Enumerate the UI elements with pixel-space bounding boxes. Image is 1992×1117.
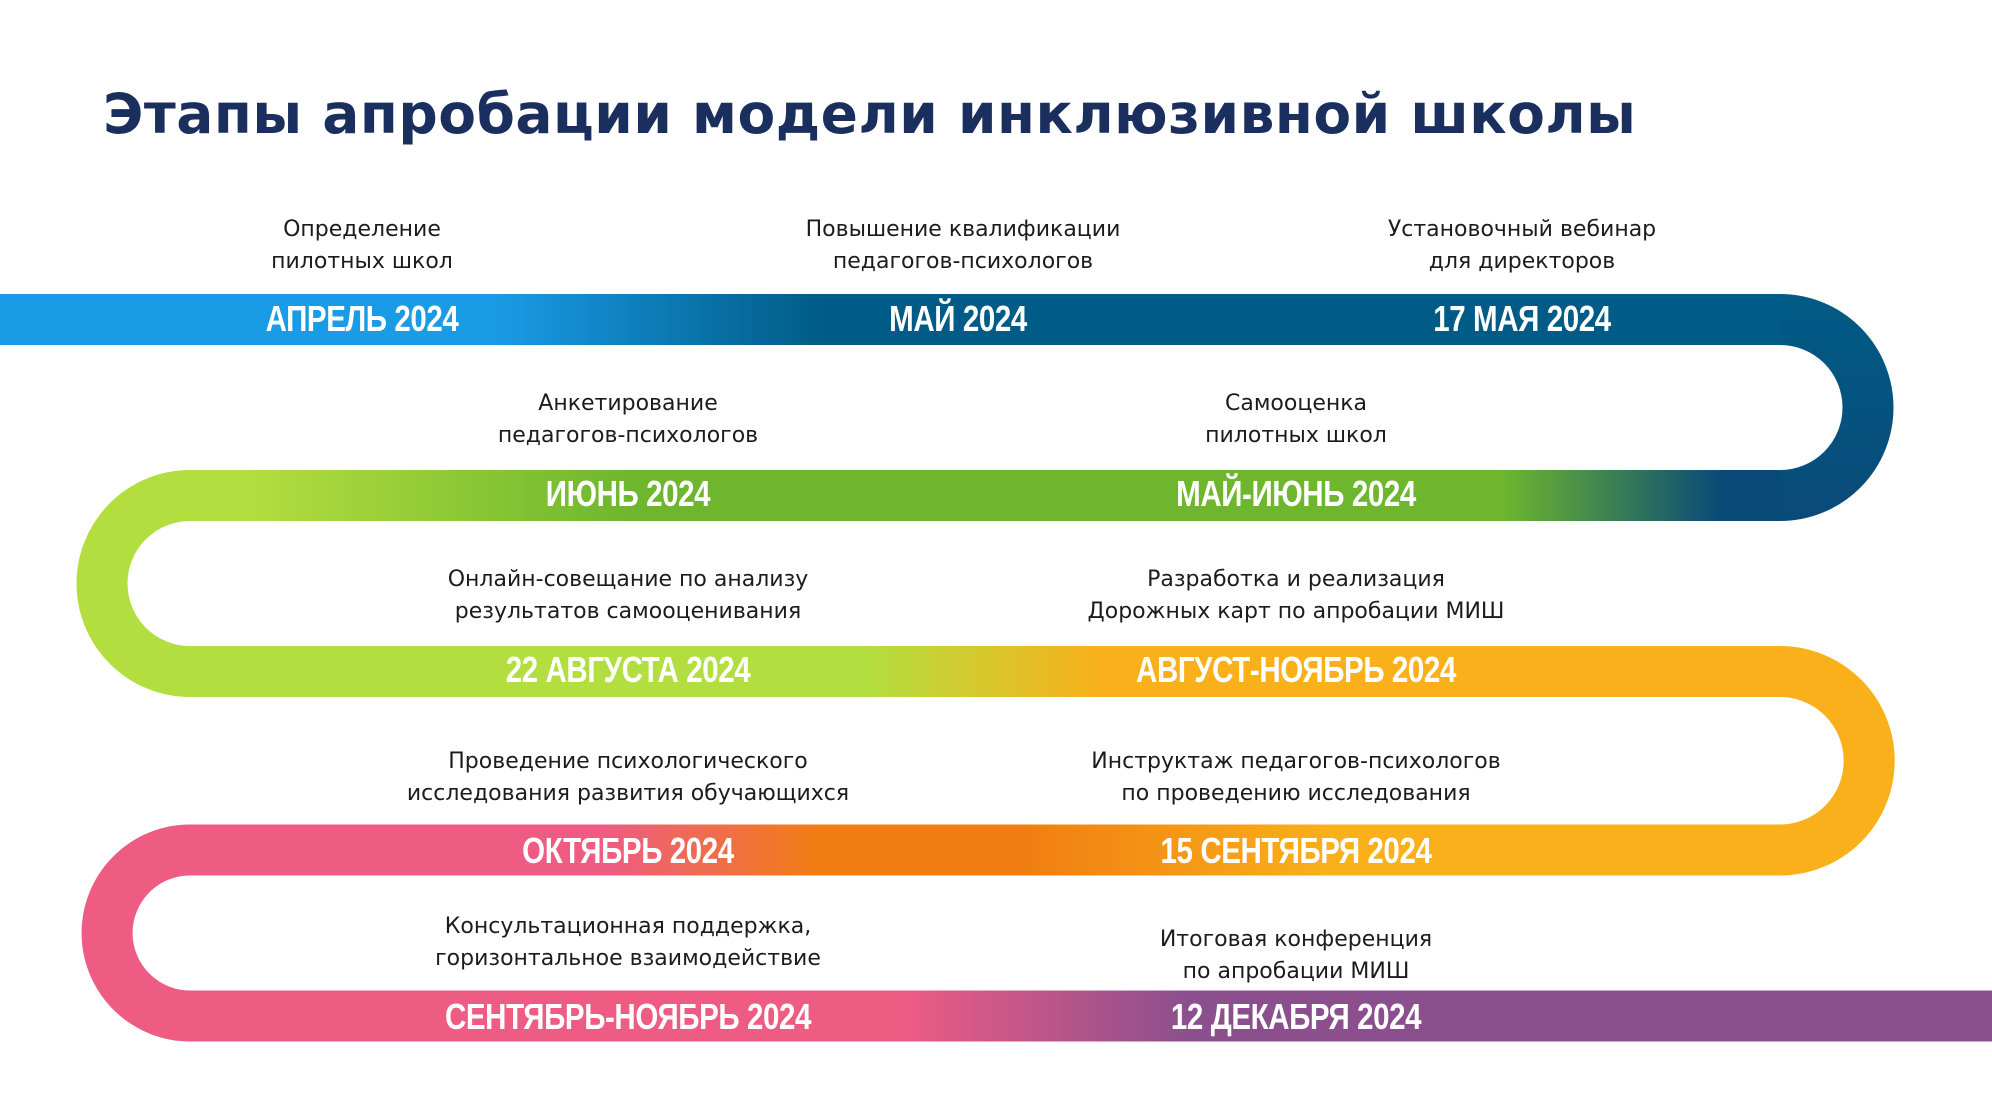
ribbon-turn-2 — [76, 470, 191, 697]
stage-6-date: 22 АВГУСТА 2024 — [505, 649, 751, 690]
stage-4-description: Самооценка пилотных школ — [1205, 391, 1387, 448]
stage-7-description: Разработка и реализация Дорожных карт по… — [1087, 567, 1505, 624]
stage-9-description: Проведение психологического исследования… — [406, 749, 850, 806]
ribbon-turn-1 — [1779, 294, 1894, 521]
stage-3-date: 17 МАЯ 2024 — [1433, 298, 1611, 339]
ribbon-turn-4 — [81, 824, 191, 1042]
page-title: Этапы апробации модели инклюзивной школы — [103, 82, 1637, 146]
stage-9-date: ОКТЯБРЬ 2024 — [522, 830, 734, 871]
stage-8-description: Инструктаж педагогов-психологов по прове… — [1091, 749, 1501, 806]
stage-1-date: АПРЕЛЬ 2024 — [265, 298, 459, 339]
stage-10-description: Консультационная поддержка, горизонтальн… — [435, 914, 821, 971]
stage-5-description: Анкетирование педагогов-психологов — [497, 391, 759, 448]
stage-6-description: Онлайн-совещание по анализу результатов … — [447, 567, 809, 624]
stage-4-date: МАЙ-ИЮНЬ 2024 — [1176, 473, 1416, 514]
stage-3-description: Установочный вебинар для директоров — [1387, 217, 1657, 274]
stage-10-date: СЕНТЯБРЬ-НОЯБРЬ 2024 — [444, 996, 812, 1037]
stage-1-description: Определение пилотных школ — [271, 217, 453, 274]
stage-2-description: Повышение квалификации педагогов-психоло… — [805, 217, 1121, 274]
ribbon-turn-3 — [1779, 646, 1895, 876]
stage-7-date: АВГУСТ-НОЯБРЬ 2024 — [1136, 649, 1456, 690]
stage-11-date: 12 ДЕКАБРЯ 2024 — [1170, 996, 1422, 1037]
stage-2-date: МАЙ 2024 — [889, 298, 1027, 339]
stage-5-date: ИЮНЬ 2024 — [545, 473, 711, 514]
stage-8-date: 15 СЕНТЯБРЯ 2024 — [1160, 830, 1432, 871]
stage-11-description: Итоговая конференция по апробации МИШ — [1159, 927, 1433, 984]
